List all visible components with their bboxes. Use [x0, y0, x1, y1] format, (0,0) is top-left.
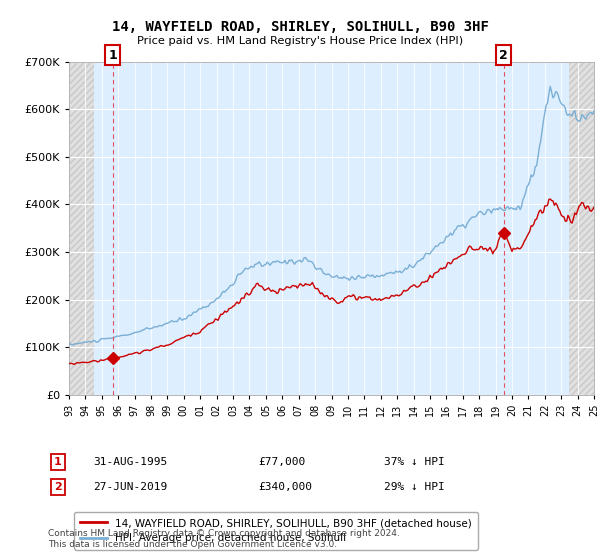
Text: 27-JUN-2019: 27-JUN-2019: [93, 482, 167, 492]
Text: 31-AUG-1995: 31-AUG-1995: [93, 457, 167, 467]
Text: £77,000: £77,000: [258, 457, 305, 467]
Text: Contains HM Land Registry data © Crown copyright and database right 2024.
This d: Contains HM Land Registry data © Crown c…: [48, 529, 400, 549]
Text: £340,000: £340,000: [258, 482, 312, 492]
Legend: 14, WAYFIELD ROAD, SHIRLEY, SOLIHULL, B90 3HF (detached house), HPI: Average pri: 14, WAYFIELD ROAD, SHIRLEY, SOLIHULL, B9…: [74, 512, 478, 549]
Text: 1: 1: [109, 49, 117, 62]
Text: 14, WAYFIELD ROAD, SHIRLEY, SOLIHULL, B90 3HF: 14, WAYFIELD ROAD, SHIRLEY, SOLIHULL, B9…: [112, 20, 488, 34]
Polygon shape: [569, 62, 594, 395]
Polygon shape: [69, 62, 94, 395]
Text: 2: 2: [54, 482, 62, 492]
Text: 2: 2: [499, 49, 508, 62]
Text: 29% ↓ HPI: 29% ↓ HPI: [384, 482, 445, 492]
Text: Price paid vs. HM Land Registry's House Price Index (HPI): Price paid vs. HM Land Registry's House …: [137, 36, 463, 46]
Text: 37% ↓ HPI: 37% ↓ HPI: [384, 457, 445, 467]
Text: 1: 1: [54, 457, 62, 467]
